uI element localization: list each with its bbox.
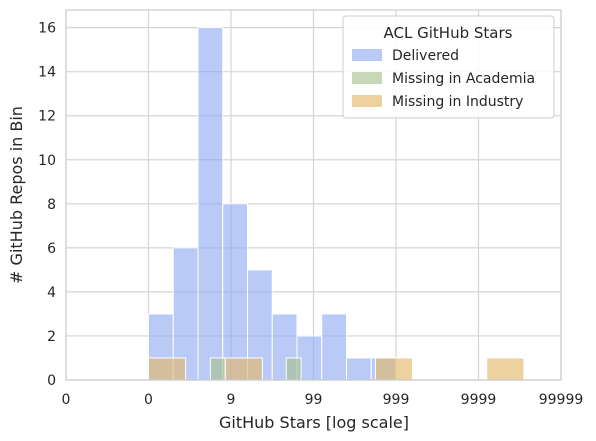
legend-box	[342, 15, 555, 119]
legend-items: Delivered Missing in Academia Missing in I…	[352, 48, 535, 110]
x-tick-labels: 0 0 9 99 999 9999 99999	[62, 392, 584, 408]
x-tick-label: 0	[144, 392, 153, 408]
x-tick-label: 99	[305, 392, 323, 408]
histogram-bar	[222, 203, 248, 381]
y-tick-label: 12	[38, 109, 56, 125]
x-tick-label: 999	[383, 392, 410, 408]
y-tick-label: 16	[38, 21, 56, 37]
histogram-bar	[374, 357, 413, 381]
y-tick-label: 10	[38, 153, 56, 169]
y-tick-label: 2	[47, 329, 56, 345]
legend-title: ACL GitHub Stars	[384, 24, 513, 42]
legend-swatch	[352, 72, 382, 84]
y-tick-label: 0	[47, 373, 56, 389]
y-tick-labels: 0 2 4 6 8 10 12 14 16	[38, 21, 56, 389]
legend: ACL GitHub Stars Delivered Missing in Aca…	[342, 15, 555, 119]
y-axis-label: # GitHub Repos in Bin	[7, 106, 26, 284]
histogram-bar	[346, 357, 372, 381]
y-tick-label: 4	[47, 285, 56, 301]
y-tick-label: 14	[38, 65, 56, 81]
plot-frame	[65, 9, 562, 381]
legend-entry-label: Missing in Academia	[392, 71, 535, 87]
histogram-bars	[148, 27, 525, 381]
histogram-bar	[486, 357, 525, 381]
y-tick-label: 8	[47, 197, 56, 213]
histogram-bar	[285, 357, 302, 381]
x-axis-label: GitHub Stars [log scale]	[219, 413, 409, 432]
x-tick-label: 9999	[461, 392, 497, 408]
histogram-bar	[271, 313, 298, 381]
histogram-bar	[224, 357, 263, 381]
x-tick-label: 99999	[539, 392, 584, 408]
histogram-bar	[148, 357, 187, 381]
histogram-bar	[321, 313, 347, 381]
legend-swatch	[352, 95, 382, 107]
histogram-bar	[209, 357, 226, 381]
histogram-bar	[197, 27, 224, 381]
y-tick-label: 6	[47, 241, 56, 257]
legend-entry-label: Missing in Industry	[392, 94, 523, 110]
legend-entry-label: Delivered	[392, 48, 459, 64]
legend-swatch	[352, 49, 382, 61]
x-tick-label: 9	[227, 392, 236, 408]
x-tick-label: 0	[62, 392, 71, 408]
